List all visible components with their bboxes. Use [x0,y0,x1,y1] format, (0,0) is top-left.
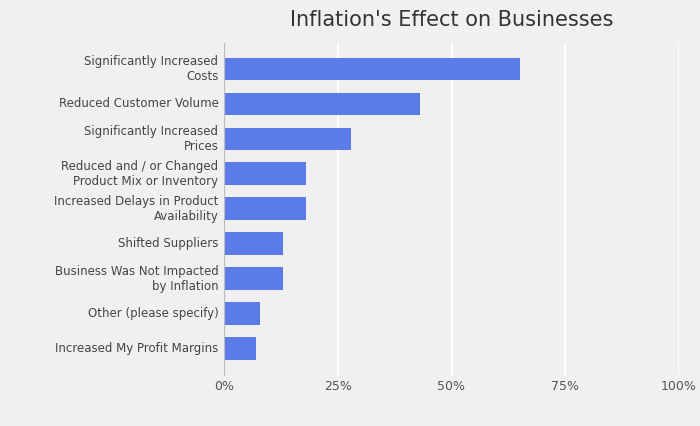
Bar [224,337,256,360]
Bar [224,58,519,81]
Bar [224,302,260,325]
Bar [224,197,306,220]
Title: Inflation's Effect on Businesses: Inflation's Effect on Businesses [290,10,613,30]
Bar [224,92,419,115]
Bar [224,162,306,185]
Bar [224,127,351,150]
Bar [224,232,283,255]
Bar [224,267,283,290]
